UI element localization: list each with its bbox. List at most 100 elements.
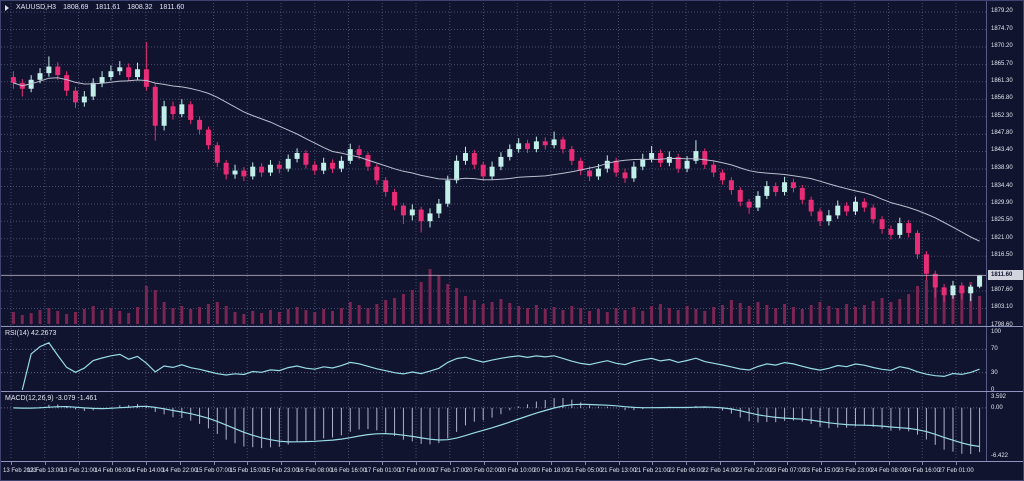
chart-header: XAUUSD,H3 1808.69 1811.61 1808.32 1811.6… bbox=[5, 4, 187, 11]
time-label: 15 Feb 23:00 bbox=[263, 468, 299, 474]
time-axis-tick bbox=[551, 462, 552, 465]
time-axis-tick bbox=[314, 462, 316, 465]
time-axis-tick bbox=[956, 462, 957, 465]
time-label: 21 Feb 05:00 bbox=[567, 468, 603, 474]
price-tick-label: 1861.30 bbox=[991, 77, 1013, 84]
main-grid bbox=[1, 3, 986, 326]
rsi-scale-label: 0 bbox=[991, 387, 995, 393]
time-label: 15 Feb 07:00 bbox=[195, 468, 232, 474]
time-label: 23 Feb 15:00 bbox=[803, 468, 839, 474]
time-axis-tick bbox=[517, 462, 519, 465]
time-label: 22 Feb 06:00 bbox=[668, 468, 704, 474]
time-label: 13 Feb 2023 bbox=[3, 468, 37, 474]
time-axis-tick bbox=[821, 462, 822, 465]
time-label: 22 Feb 14:00 bbox=[702, 468, 738, 474]
price-scale[interactable]: 1879.20 1874.70 1870.20 1865.70 1861.30 1856.… bbox=[986, 1, 1023, 461]
ohlc-close: 1811.60 bbox=[159, 4, 185, 11]
price-tick-label: 1852.30 bbox=[991, 112, 1013, 119]
price-tick-label: 1825.50 bbox=[991, 217, 1013, 224]
price-tick-label: 1856.80 bbox=[991, 95, 1013, 102]
volume-bars bbox=[11, 269, 982, 324]
time-axis-tick bbox=[348, 462, 350, 465]
time-label: 20 Feb 18:00 bbox=[533, 468, 569, 474]
ohlc-low: 1808.32 bbox=[127, 4, 153, 11]
time-axis-tick bbox=[247, 462, 249, 465]
time-label: 17 Feb 09:00 bbox=[398, 468, 434, 474]
current-price-badge: 1811.60 bbox=[988, 270, 1023, 281]
price-tick-label: 1843.40 bbox=[991, 147, 1013, 154]
price-tick-label: 1829.90 bbox=[991, 200, 1013, 207]
macd-grid bbox=[1, 394, 986, 459]
time-scale[interactable]: 13 Feb 2023 13 Feb 13:00 13 Feb 21:00 14 Fe… bbox=[1, 461, 1023, 480]
panel-separator-main-rsi[interactable] bbox=[1, 326, 1023, 327]
time-label: 17 Feb 17:00 bbox=[432, 468, 468, 474]
price-tick-label: 1798.60 bbox=[991, 322, 1013, 328]
price-tick-label: 1816.50 bbox=[991, 252, 1013, 259]
time-axis-tick bbox=[449, 462, 451, 465]
time-label: 13 Feb 13:00 bbox=[27, 468, 63, 474]
time-label: 14 Feb 22:00 bbox=[162, 468, 198, 474]
price-tick-label: 1865.70 bbox=[991, 60, 1013, 67]
macd-scale-label: 3.592 bbox=[991, 394, 1007, 400]
macd-indicator-label: MACD(12,26,9) -3.079 -1.461 bbox=[5, 395, 98, 402]
price-tick-label: 1870.20 bbox=[991, 43, 1013, 50]
time-axis-tick bbox=[922, 462, 924, 465]
rsi-panel-canvas[interactable] bbox=[1, 327, 986, 391]
price-tick-label: 1879.20 bbox=[991, 8, 1013, 14]
price-tick-label: 1821.00 bbox=[991, 234, 1013, 241]
main-chart-canvas[interactable] bbox=[1, 1, 986, 326]
time-label: 13 Feb 21:00 bbox=[60, 468, 97, 474]
ohlc-high: 1811.61 bbox=[95, 4, 121, 11]
time-axis-tick bbox=[44, 462, 46, 465]
time-label: 21 Feb 21:00 bbox=[634, 468, 670, 474]
time-label: 20 Feb 10:00 bbox=[499, 468, 535, 474]
time-axis-tick bbox=[584, 462, 586, 465]
time-label: 16 Feb 08:00 bbox=[297, 468, 333, 474]
macd-signal-line bbox=[13, 403, 980, 448]
price-tick-label: 1874.70 bbox=[991, 25, 1013, 32]
macd-scale-label: -6.422 bbox=[991, 453, 1009, 459]
time-label: 23 Feb 07:00 bbox=[769, 468, 805, 474]
time-axis-tick bbox=[483, 462, 485, 465]
time-label: 14 Feb 14:00 bbox=[128, 468, 164, 474]
time-axis-tick bbox=[416, 462, 417, 465]
rsi-scale-label: 70 bbox=[991, 346, 998, 353]
time-label: 24 Feb 08:00 bbox=[870, 468, 907, 474]
time-axis-tick bbox=[753, 462, 755, 465]
time-label: 14 Feb 06:00 bbox=[94, 468, 130, 474]
price-tick-label: 1807.60 bbox=[991, 286, 1013, 293]
time-label: 27 Feb 01:00 bbox=[938, 468, 974, 474]
price-tick-label: 1838.90 bbox=[991, 165, 1013, 171]
time-axis-tick bbox=[11, 462, 12, 465]
time-label: 24 Feb 16:00 bbox=[904, 468, 940, 474]
time-label: 17 Feb 01:00 bbox=[364, 468, 400, 474]
time-axis-tick bbox=[382, 462, 384, 465]
time-axis-tick bbox=[146, 462, 147, 465]
symbol-period-label: XAUUSD,H3 bbox=[16, 4, 57, 11]
time-label: 21 Feb 13:00 bbox=[600, 468, 637, 474]
time-axis-tick bbox=[78, 462, 80, 465]
time-label: 15 Feb 15:00 bbox=[229, 468, 265, 474]
time-label: 20 Feb 02:00 bbox=[465, 468, 502, 474]
time-axis-tick bbox=[213, 462, 215, 465]
candles-layer bbox=[10, 41, 983, 302]
time-label: 23 Feb 23:00 bbox=[837, 468, 873, 474]
time-axis-tick bbox=[787, 462, 789, 465]
rsi-grid bbox=[1, 328, 986, 390]
time-axis-tick bbox=[888, 462, 890, 465]
ohlc-open: 1808.69 bbox=[63, 4, 89, 11]
panel-separator-rsi-macd[interactable] bbox=[1, 391, 1023, 392]
time-axis-tick bbox=[179, 462, 181, 465]
time-axis-tick bbox=[686, 462, 687, 465]
macd-scale-label: 0.00 bbox=[991, 404, 1003, 411]
time-axis-tick bbox=[719, 462, 721, 465]
rsi-scale-label: 30 bbox=[991, 369, 998, 376]
time-axis-tick bbox=[618, 462, 620, 465]
price-tick-label: 1803.10 bbox=[991, 304, 1013, 311]
time-axis-tick bbox=[112, 462, 114, 465]
rsi-line bbox=[21, 342, 980, 391]
time-label: 22 Feb 22:00 bbox=[735, 468, 772, 474]
time-axis-tick bbox=[854, 462, 856, 465]
macd-panel-canvas[interactable] bbox=[1, 392, 986, 461]
